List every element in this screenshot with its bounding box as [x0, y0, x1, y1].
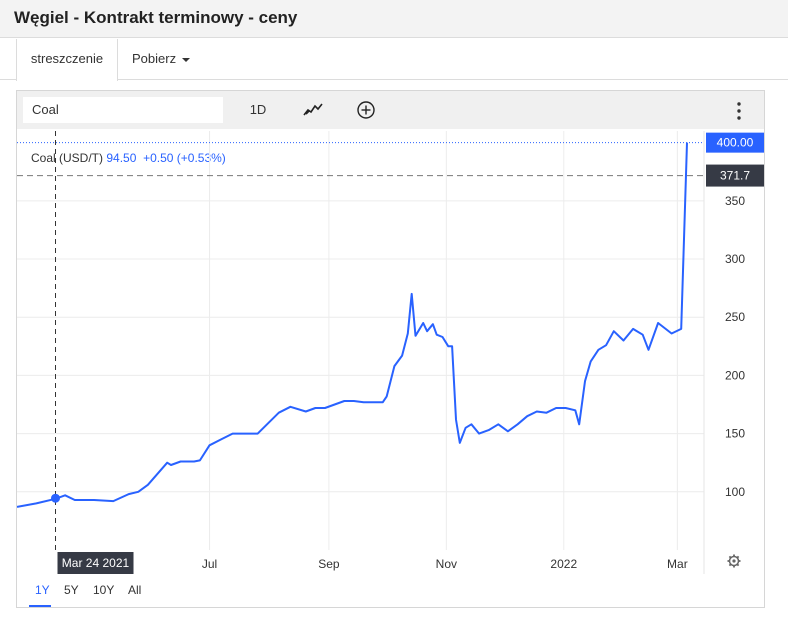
- range-button-5y[interactable]: 5Y: [64, 583, 79, 597]
- x-tick-label: 2022: [550, 557, 577, 571]
- chart-toolbar: Coal 1D: [17, 91, 764, 129]
- crosshair-date-label: Mar 24 2021: [62, 556, 130, 570]
- price-series-line: [17, 142, 688, 508]
- range-button-1y[interactable]: 1Y: [35, 583, 50, 597]
- crosshair-point: [51, 493, 61, 503]
- tab-summary[interactable]: streszczenie: [16, 39, 118, 81]
- y-tick-label: 150: [725, 427, 745, 441]
- compare-add-button[interactable]: [353, 97, 379, 123]
- range-button-10y[interactable]: 10Y: [93, 583, 115, 597]
- vertical-dots-icon: [737, 102, 741, 120]
- legend-change-pct: (+0.53%): [176, 151, 226, 165]
- crosshair-value-label: 371.7: [720, 169, 750, 183]
- more-menu-button[interactable]: [729, 97, 749, 123]
- last-price-label: 400.00: [717, 136, 754, 150]
- symbol-search-input[interactable]: Coal: [23, 97, 223, 123]
- settings-gear-icon[interactable]: [727, 554, 741, 568]
- chart-type-button[interactable]: [299, 97, 327, 123]
- price-chart[interactable]: 100 150 200 250 300 350 Jul Sep Nov 2022 Mar 400.00…: [17, 91, 764, 607]
- range-button-all[interactable]: All: [128, 583, 142, 597]
- y-tick-label: 250: [725, 310, 745, 324]
- chart-legend: Coal (USD/T) 94.50 +0.50 (+0.53%): [31, 151, 226, 165]
- y-tick-label: 350: [725, 194, 745, 208]
- crosshair-value-badge: [706, 164, 764, 187]
- page-title: Węgiel - Kontrakt terminowy - ceny: [14, 8, 298, 27]
- download-dropdown[interactable]: Pobierz: [132, 39, 191, 80]
- active-range-indicator: [29, 605, 51, 607]
- y-tick-label: 200: [725, 368, 745, 382]
- line-chart-icon: [303, 103, 323, 116]
- legend-price: 94.50: [106, 151, 137, 165]
- x-tick-label: Jul: [202, 557, 217, 571]
- last-price-badge: [706, 132, 764, 153]
- x-tick-label: Nov: [436, 557, 457, 571]
- y-tick-label: 300: [725, 252, 745, 266]
- chart-panel: Coal 1D Coal (USD/T) 94.50 +0.50 (+0.53%…: [16, 90, 765, 608]
- legend-name: Coal (USD/T): [31, 151, 104, 165]
- download-label: Pobierz: [132, 51, 177, 66]
- page-header: Węgiel - Kontrakt terminowy - ceny: [0, 0, 788, 38]
- legend-change: +0.50: [143, 151, 174, 165]
- y-tick-label: 100: [725, 485, 745, 499]
- interval-button[interactable]: 1D: [249, 102, 267, 117]
- caret-down-icon: [182, 57, 191, 62]
- tab-bar: streszczenie Pobierz: [0, 39, 788, 81]
- plus-circle-icon: [357, 101, 375, 119]
- x-tick-label: Sep: [318, 557, 340, 571]
- crosshair-date-badge: [57, 552, 134, 574]
- x-tick-label: Mar: [667, 557, 688, 571]
